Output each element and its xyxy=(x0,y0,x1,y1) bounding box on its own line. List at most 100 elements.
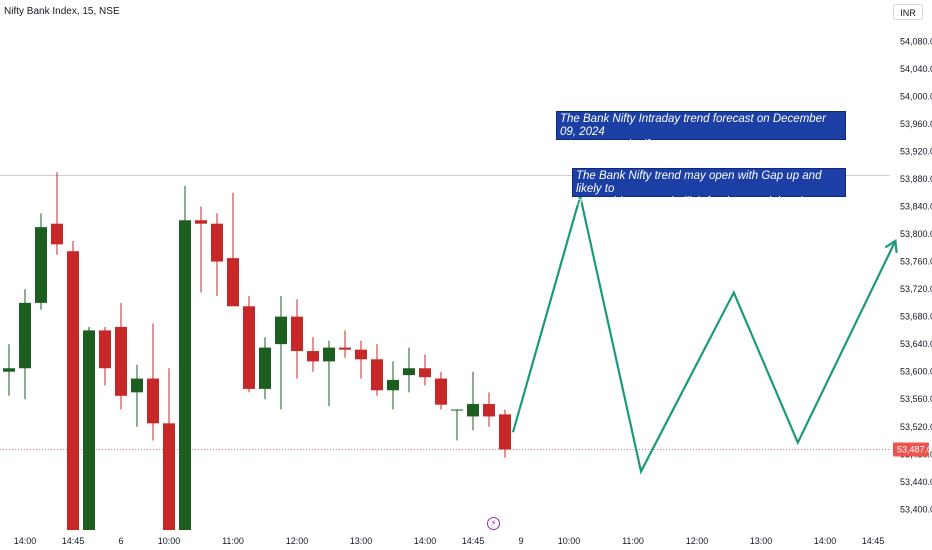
x-tick-label: 14:00 xyxy=(414,536,437,546)
candle xyxy=(403,347,415,393)
candle-body xyxy=(179,220,191,530)
candle xyxy=(307,337,319,372)
candle-body xyxy=(67,251,79,530)
candle xyxy=(35,213,47,310)
candle xyxy=(467,371,479,431)
candle-body xyxy=(323,347,335,362)
candle xyxy=(387,361,399,410)
candle xyxy=(291,299,303,379)
candle xyxy=(19,289,31,400)
candle xyxy=(339,330,351,358)
candle xyxy=(179,185,191,530)
y-tick-label: 53,400.00 xyxy=(900,504,932,514)
candle-body xyxy=(483,404,495,417)
candle xyxy=(435,371,447,410)
flash-icon[interactable]: ⚡ xyxy=(487,517,500,530)
y-tick-label: 53,560.00 xyxy=(900,394,932,404)
y-tick-label: 53,960.00 xyxy=(900,119,932,129)
x-tick-label: 12:00 xyxy=(686,536,709,546)
candle xyxy=(483,392,495,427)
forecast-title-line2: www.mastersinnifty.com xyxy=(560,139,683,151)
y-tick-label: 54,000.00 xyxy=(900,91,932,101)
candle-body xyxy=(51,223,63,245)
last-price-badge xyxy=(893,442,929,457)
x-tick-label: 14:45 xyxy=(462,536,485,546)
x-tick-label: 6 xyxy=(118,536,123,546)
candle-body xyxy=(259,347,271,389)
candle-body xyxy=(387,379,399,391)
x-tick-label: 10:00 xyxy=(158,536,181,546)
forecast-arrow-head xyxy=(884,239,898,253)
x-tick-label: 9 xyxy=(518,536,523,546)
candle xyxy=(83,326,95,530)
y-tick-label: 54,040.00 xyxy=(900,64,932,74)
x-tick-label: 10:00 xyxy=(558,536,581,546)
price-levels xyxy=(0,175,890,450)
forecast-note-line1: The Bank Nifty trend may open with Gap u… xyxy=(576,170,822,195)
candle-body xyxy=(211,223,223,262)
candle xyxy=(211,213,223,296)
candle xyxy=(499,409,511,458)
last-price-tag: 53,487.00 xyxy=(893,442,932,457)
x-tick-label: 14:45 xyxy=(62,536,85,546)
y-tick-label: 53,920.00 xyxy=(900,146,932,156)
x-tick-label: 14:00 xyxy=(814,536,837,546)
y-tick-label: 53,440.00 xyxy=(900,477,932,487)
candle-body xyxy=(339,347,351,350)
forecast-title-box: The Bank Nifty Intraday trend forecast o… xyxy=(556,111,846,151)
x-tick-label: 14:45 xyxy=(862,536,885,546)
last-price-label: 53,487.00 xyxy=(897,444,932,454)
y-tick-label: 53,640.00 xyxy=(900,339,932,349)
candle-body xyxy=(19,302,31,369)
candle-body xyxy=(467,404,479,417)
candle-body xyxy=(227,258,239,307)
candle-body xyxy=(355,349,367,360)
candle xyxy=(323,340,335,407)
y-tick-label: 53,720.00 xyxy=(900,284,932,294)
x-tick-label: 11:00 xyxy=(222,536,244,546)
candle xyxy=(419,354,431,386)
candle xyxy=(115,302,127,410)
currency-button[interactable]: INR xyxy=(893,4,923,20)
y-tick-label: 53,680.00 xyxy=(900,312,932,322)
candle-body xyxy=(195,220,207,224)
candle xyxy=(99,326,111,386)
y-tick-label: 53,520.00 xyxy=(900,422,932,432)
candle-body xyxy=(291,316,303,352)
candle xyxy=(451,409,463,441)
candle-body xyxy=(3,368,15,372)
x-tick-label: 13:00 xyxy=(350,536,373,546)
candle-body xyxy=(35,227,47,303)
candle xyxy=(275,295,287,410)
candle xyxy=(163,368,175,530)
y-tick-label: 53,880.00 xyxy=(900,174,932,184)
candle-body xyxy=(451,409,463,411)
candle xyxy=(195,206,207,293)
y-tick-label: 53,760.00 xyxy=(900,257,932,267)
y-tick-label: 54,080.00 xyxy=(900,36,932,46)
candle-body xyxy=(435,378,447,405)
candle xyxy=(3,344,15,396)
candle-body xyxy=(131,378,143,393)
candle xyxy=(67,240,79,530)
candle-body xyxy=(83,330,95,530)
symbol-label: Nifty Bank Index, 15, NSE xyxy=(4,6,120,17)
candle xyxy=(355,340,367,379)
forecast-note-line2: move sideways to bullish for the remaini… xyxy=(576,196,817,208)
candle-body xyxy=(115,326,127,396)
candle-body xyxy=(419,368,431,378)
y-tick-label: 53,840.00 xyxy=(900,201,932,211)
x-tick-label: 11:00 xyxy=(622,536,644,546)
candle xyxy=(371,344,383,396)
candle-body xyxy=(99,330,111,369)
candle-body xyxy=(147,378,159,424)
candle-body xyxy=(403,368,415,376)
candle xyxy=(259,337,271,400)
y-tick-label: 53,800.00 xyxy=(900,229,932,239)
forecast-title-line1: The Bank Nifty Intraday trend forecast o… xyxy=(560,113,826,138)
forecast-note-box: The Bank Nifty trend may open with Gap u… xyxy=(572,168,846,208)
x-tick-label: 13:00 xyxy=(750,536,773,546)
candle-body xyxy=(371,359,383,391)
candle xyxy=(227,192,239,307)
